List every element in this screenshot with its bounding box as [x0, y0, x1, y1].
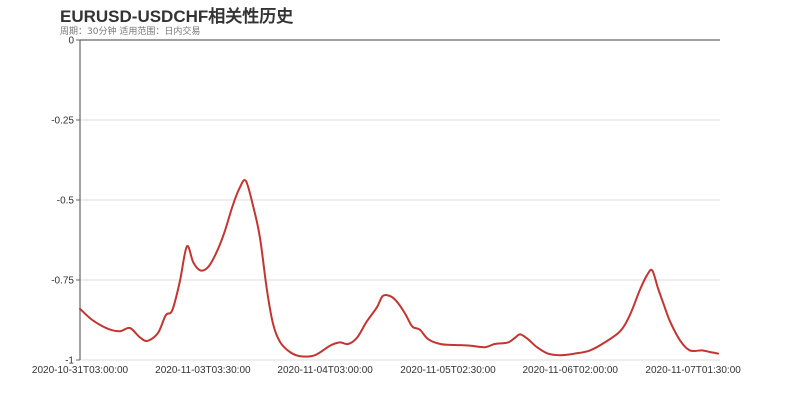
chart-subtitle: 周期：30分钟 适用范围：日内交易 [60, 27, 201, 37]
y-tick-label: -0.5 [57, 196, 75, 207]
x-tick-label: 2020-11-03T03:30:00 [155, 365, 251, 376]
y-axis: 0 -0.25 -0.5 -0.75 -1 [51, 36, 81, 367]
x-axis: 2020-10-31T03:00:00 2020-11-03T03:30:00 20… [32, 39, 741, 376]
chart-title: EURUSD-USDCHF相关性历史 [60, 7, 294, 26]
x-tick-label: 2020-11-06T02:00:00 [523, 365, 619, 376]
y-tick-label: -0.75 [51, 276, 74, 287]
y-tick-label: -0.25 [51, 116, 74, 127]
y-tick-label: 0 [68, 36, 74, 47]
gridlines [80, 119, 720, 361]
x-tick-label: 2020-11-07T01:30:00 [645, 365, 741, 376]
correlation-line [79, 179, 720, 358]
x-tick-label: 2020-11-05T02:30:00 [400, 365, 496, 376]
y-tick-label: -1 [65, 356, 74, 367]
x-tick-label: 2020-11-04T03:00:00 [277, 365, 373, 376]
x-tick-label: 2020-10-31T03:00:00 [32, 365, 129, 376]
